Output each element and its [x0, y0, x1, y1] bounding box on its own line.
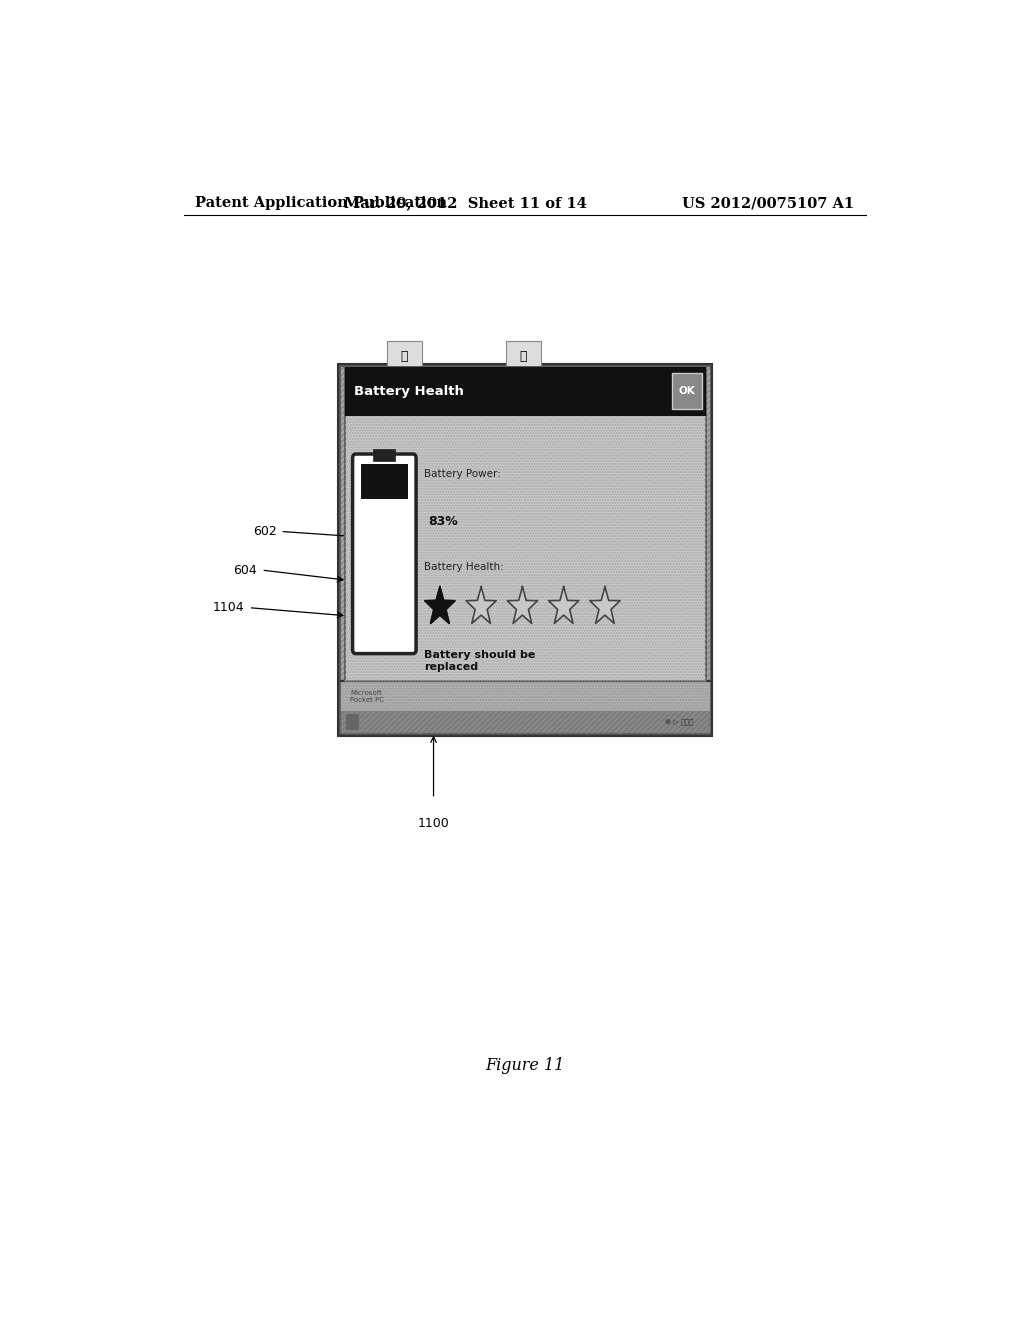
Bar: [360, 465, 409, 499]
Text: 🔧: 🔧: [400, 350, 408, 363]
Text: 1100: 1100: [418, 817, 450, 830]
Polygon shape: [466, 586, 497, 623]
Text: 604: 604: [233, 564, 257, 577]
Bar: [374, 449, 395, 461]
Bar: [341, 367, 710, 733]
Bar: [341, 367, 710, 733]
Text: My Device: My Device: [388, 387, 421, 392]
Bar: [506, 342, 541, 381]
Text: 606: 606: [631, 498, 654, 511]
Text: 610: 610: [631, 531, 654, 543]
Bar: [341, 710, 710, 733]
Polygon shape: [590, 586, 621, 623]
Text: Battery Power:: Battery Power:: [424, 469, 501, 479]
Bar: [341, 681, 710, 710]
Bar: [345, 367, 706, 416]
Bar: [341, 681, 710, 710]
FancyBboxPatch shape: [352, 454, 416, 653]
Text: 602: 602: [253, 525, 276, 539]
Text: Battery Health:: Battery Health:: [424, 562, 504, 572]
Text: Figure 11: Figure 11: [485, 1056, 564, 1073]
Polygon shape: [425, 586, 455, 623]
Text: 📄: 📄: [519, 350, 527, 363]
Bar: [360, 502, 409, 643]
Polygon shape: [507, 586, 538, 623]
Text: US 2012/0075107 A1: US 2012/0075107 A1: [682, 197, 854, 210]
Text: My
Documents: My Documents: [505, 393, 542, 404]
Text: Microsoft
Pocket PC: Microsoft Pocket PC: [350, 689, 384, 702]
Bar: [345, 367, 706, 681]
Text: 1104: 1104: [213, 601, 245, 614]
Text: 612: 612: [631, 614, 654, 627]
Text: Mar. 29, 2012  Sheet 11 of 14: Mar. 29, 2012 Sheet 11 of 14: [344, 197, 587, 210]
Text: 1102: 1102: [631, 574, 662, 586]
Bar: [345, 713, 359, 730]
Text: 83%: 83%: [428, 515, 458, 528]
Text: ⊕ ▷ ⬛⬛⬜: ⊕ ▷ ⬛⬛⬜: [666, 718, 694, 725]
Bar: [672, 372, 701, 409]
Text: OK: OK: [678, 387, 695, 396]
Text: Battery should be
replaced: Battery should be replaced: [424, 649, 536, 672]
Bar: [341, 710, 710, 733]
Bar: [338, 364, 712, 735]
Text: Battery Health: Battery Health: [354, 384, 464, 397]
Text: Patent Application Publication: Patent Application Publication: [196, 197, 447, 210]
Bar: [387, 342, 422, 381]
Bar: [345, 367, 706, 681]
Polygon shape: [549, 586, 579, 623]
